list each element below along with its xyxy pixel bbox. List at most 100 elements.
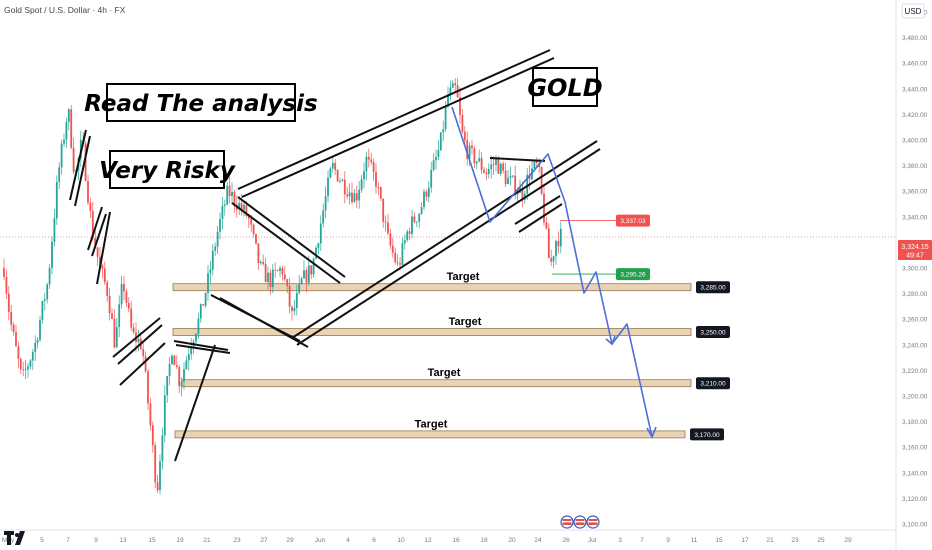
candle-body	[343, 179, 346, 195]
target-label: Target	[449, 316, 482, 328]
candle-body	[310, 265, 313, 275]
current-price-value: 3,324.15	[901, 244, 928, 251]
candle-body	[487, 169, 490, 174]
candle-body	[245, 204, 248, 216]
projection-arrowhead-icon	[605, 335, 616, 346]
x-tick-label: 18	[480, 537, 488, 544]
candle-body	[48, 267, 51, 285]
x-tick-label: 21	[203, 537, 211, 544]
candle-body	[300, 278, 303, 284]
x-tick-label: 25	[817, 537, 825, 544]
candle-body	[103, 268, 106, 283]
target-price-value: 3,170.00	[694, 432, 720, 439]
candle-body	[377, 186, 380, 188]
candle-body	[29, 360, 32, 367]
currency-label: USD	[905, 7, 922, 16]
candle-body	[89, 202, 92, 211]
candle-body	[151, 425, 154, 446]
candle-body	[444, 106, 447, 130]
candle-body	[247, 215, 250, 219]
y-tick-label: 3,180.00	[902, 419, 928, 426]
candle-body	[418, 213, 421, 222]
candle-body	[341, 179, 344, 182]
candle-body	[106, 282, 109, 297]
candle-body	[471, 145, 473, 149]
gold-text: GOLD	[527, 74, 602, 102]
candle-body	[154, 445, 157, 483]
x-tick-label: 12	[424, 537, 432, 544]
x-tick-label: 20	[508, 537, 516, 544]
x-tick-label: 26	[562, 537, 570, 544]
candle-body	[137, 338, 140, 343]
candle-body	[286, 279, 289, 287]
candle-body	[127, 302, 130, 309]
candle-body	[5, 276, 8, 294]
candle-body	[329, 168, 332, 178]
events-flags[interactable]	[560, 515, 600, 529]
candle-body	[267, 272, 269, 283]
candle-body	[365, 156, 368, 172]
target-price-value: 3,250.00	[700, 330, 726, 337]
candle-body	[420, 207, 423, 214]
candle-body	[451, 83, 454, 88]
candle-body	[526, 174, 529, 194]
candle-body	[507, 177, 509, 185]
trend-line	[175, 344, 231, 354]
candle-body	[22, 368, 25, 370]
candle-body	[384, 221, 387, 223]
candle-body	[363, 171, 365, 180]
target-price-value: 3,285.00	[700, 285, 726, 292]
candle-body	[461, 114, 464, 132]
target-zone	[181, 379, 692, 388]
candle-body	[346, 194, 349, 197]
price-axis-panel[interactable]	[896, 0, 932, 550]
candle-body	[269, 272, 272, 288]
current-price-tag	[898, 240, 932, 260]
x-tick-label: 16	[452, 537, 460, 544]
candle-body	[288, 286, 291, 307]
candle-body	[214, 246, 217, 251]
x-tick-label: 13	[119, 537, 127, 544]
candle-body	[202, 304, 205, 306]
candle-body	[319, 223, 322, 244]
candle-body	[387, 222, 389, 234]
candle-body	[499, 163, 502, 174]
candle-body	[53, 218, 56, 242]
candle-body	[221, 205, 224, 219]
y-tick-label: 3,420.00	[902, 112, 928, 119]
y-tick-label: 3,280.00	[902, 291, 928, 298]
candle-body	[240, 203, 243, 210]
gold-box	[532, 67, 598, 107]
trend-line	[231, 202, 341, 284]
candle-body	[3, 268, 5, 277]
trend-line	[518, 203, 563, 233]
candle-body	[528, 174, 531, 180]
candle-body	[305, 270, 308, 283]
candle-body	[348, 192, 351, 197]
candle-body	[87, 181, 89, 203]
candle-body	[360, 179, 363, 190]
candle-body	[51, 241, 53, 268]
candle-body	[120, 283, 123, 305]
candle-body	[24, 369, 27, 371]
candle-body	[7, 293, 10, 313]
candle-body	[257, 243, 260, 264]
candle-body	[552, 256, 555, 262]
candle-body	[113, 319, 116, 348]
candle-body	[307, 265, 310, 283]
currency-button[interactable]	[901, 3, 925, 19]
very-risky-text: Very Risky	[99, 158, 236, 184]
candle-body	[439, 132, 442, 151]
candle-body	[437, 150, 440, 157]
x-tick-label: 27	[260, 537, 268, 544]
candle-body	[427, 187, 430, 197]
target-price-tag	[696, 281, 730, 294]
x-tick-label: 23	[791, 537, 799, 544]
candle-body	[379, 187, 382, 199]
candle-body	[372, 162, 375, 172]
candle-body	[543, 193, 545, 223]
candle-body	[389, 233, 392, 246]
candle-body	[279, 268, 281, 271]
candle-body	[459, 97, 461, 115]
